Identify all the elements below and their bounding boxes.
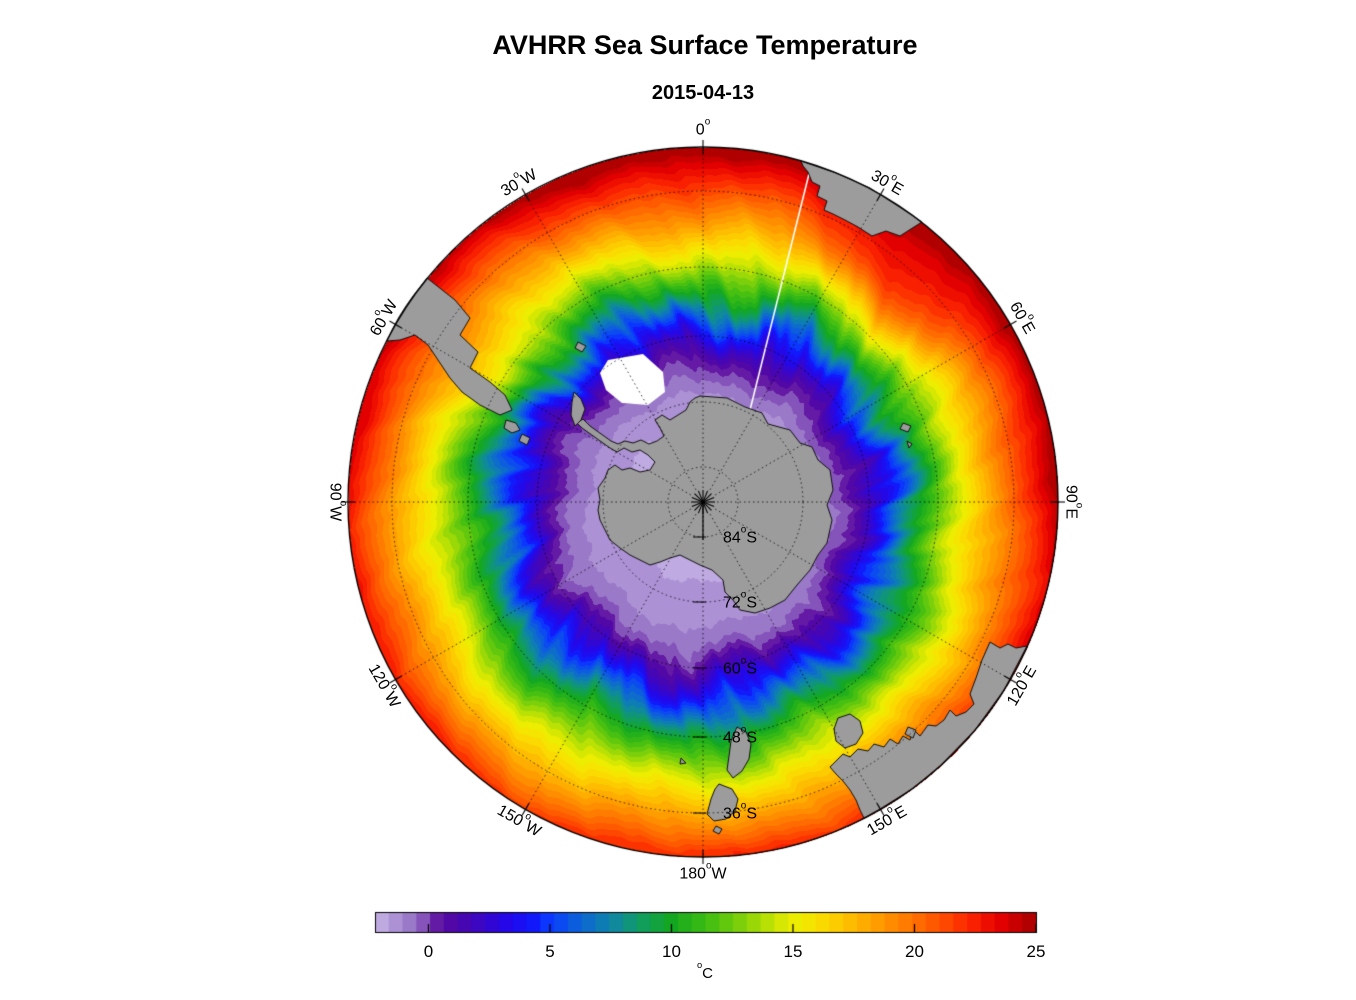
page-title: AVHRR Sea Surface Temperature bbox=[492, 30, 918, 60]
degree-sign: o bbox=[740, 799, 747, 811]
label-value: 60 bbox=[367, 315, 392, 339]
longitude-label-60W: 60oW bbox=[366, 297, 402, 340]
colorbar-tick-label-5: 5 bbox=[545, 942, 555, 961]
longitude-label-150E: 150oE bbox=[864, 802, 911, 840]
colorbar-tick-label-10: 10 bbox=[662, 942, 681, 961]
label-value: 84 bbox=[723, 529, 741, 547]
label-value: 72 bbox=[723, 594, 741, 612]
degree-sign: o bbox=[740, 588, 747, 600]
latitude-label-60S: 60oS bbox=[723, 655, 757, 678]
degree-sign: o bbox=[338, 500, 350, 507]
degree-sign: o bbox=[706, 859, 712, 871]
hemisphere: S bbox=[746, 805, 757, 823]
degree-sign: o bbox=[740, 523, 747, 535]
longitude-label-30E: 30oE bbox=[867, 166, 906, 200]
colorbar-unit-label: oC bbox=[697, 960, 714, 982]
longitude-label-90W: 90oW bbox=[325, 482, 349, 522]
degree-sign: o bbox=[696, 959, 703, 970]
degree-sign: o bbox=[1074, 502, 1086, 509]
colorbar-tick-label-20: 20 bbox=[905, 942, 924, 961]
colorbar-tick-label-25: 25 bbox=[1026, 942, 1046, 961]
hemisphere: W bbox=[518, 166, 540, 189]
label-value: 30 bbox=[867, 167, 892, 192]
longitude-label-180W: 180oW bbox=[679, 860, 727, 883]
colorbar-tick-label-0: 0 bbox=[423, 942, 434, 961]
label-value: 60 bbox=[723, 660, 741, 678]
latitude-label-48S: 48oS bbox=[723, 724, 757, 747]
hemisphere: W bbox=[711, 865, 727, 883]
hemisphere: E bbox=[1062, 508, 1080, 519]
degree-sign: o bbox=[740, 654, 747, 666]
date-subtitle: 2015-04-13 bbox=[651, 82, 755, 104]
label-value: 90 bbox=[326, 482, 344, 501]
longitude-label-60E: 60oE bbox=[1005, 298, 1039, 337]
degree-sign: o bbox=[740, 723, 747, 735]
unit-text: C bbox=[702, 965, 714, 982]
label-value: 150 bbox=[494, 801, 526, 830]
hemisphere: S bbox=[746, 594, 757, 612]
label-value: 48 bbox=[723, 729, 741, 747]
label-value: 120 bbox=[1003, 677, 1032, 709]
longitude-label-150W: 150oW bbox=[494, 800, 545, 840]
hemisphere: S bbox=[746, 660, 757, 678]
degree-sign: o bbox=[704, 115, 711, 127]
hemisphere: W bbox=[326, 506, 344, 522]
hemisphere: E bbox=[1017, 319, 1038, 338]
longitude-label-120E: 120oE bbox=[1003, 663, 1041, 710]
hemisphere: W bbox=[381, 689, 404, 711]
label-value: 36 bbox=[723, 805, 741, 823]
hemisphere: S bbox=[746, 729, 757, 747]
longitude-label-30W: 30oW bbox=[498, 165, 541, 201]
longitude-label-120W: 120oW bbox=[364, 661, 404, 712]
hemisphere: W bbox=[379, 297, 402, 319]
latitude-label-36S: 36oS bbox=[723, 800, 757, 823]
longitude-label-0: 0o bbox=[695, 116, 710, 139]
hemisphere: S bbox=[746, 529, 757, 547]
latitude-label-72S: 72oS bbox=[723, 589, 757, 612]
label-value: 90 bbox=[1062, 485, 1080, 503]
label-value: 180 bbox=[679, 865, 707, 883]
colorbar-tick-label-15: 15 bbox=[783, 942, 803, 961]
label-value: 0 bbox=[695, 121, 705, 139]
label-value: 30 bbox=[498, 176, 523, 201]
latitude-label-84S: 84oS bbox=[723, 524, 757, 547]
longitude-label-90E: 90oE bbox=[1061, 485, 1085, 519]
